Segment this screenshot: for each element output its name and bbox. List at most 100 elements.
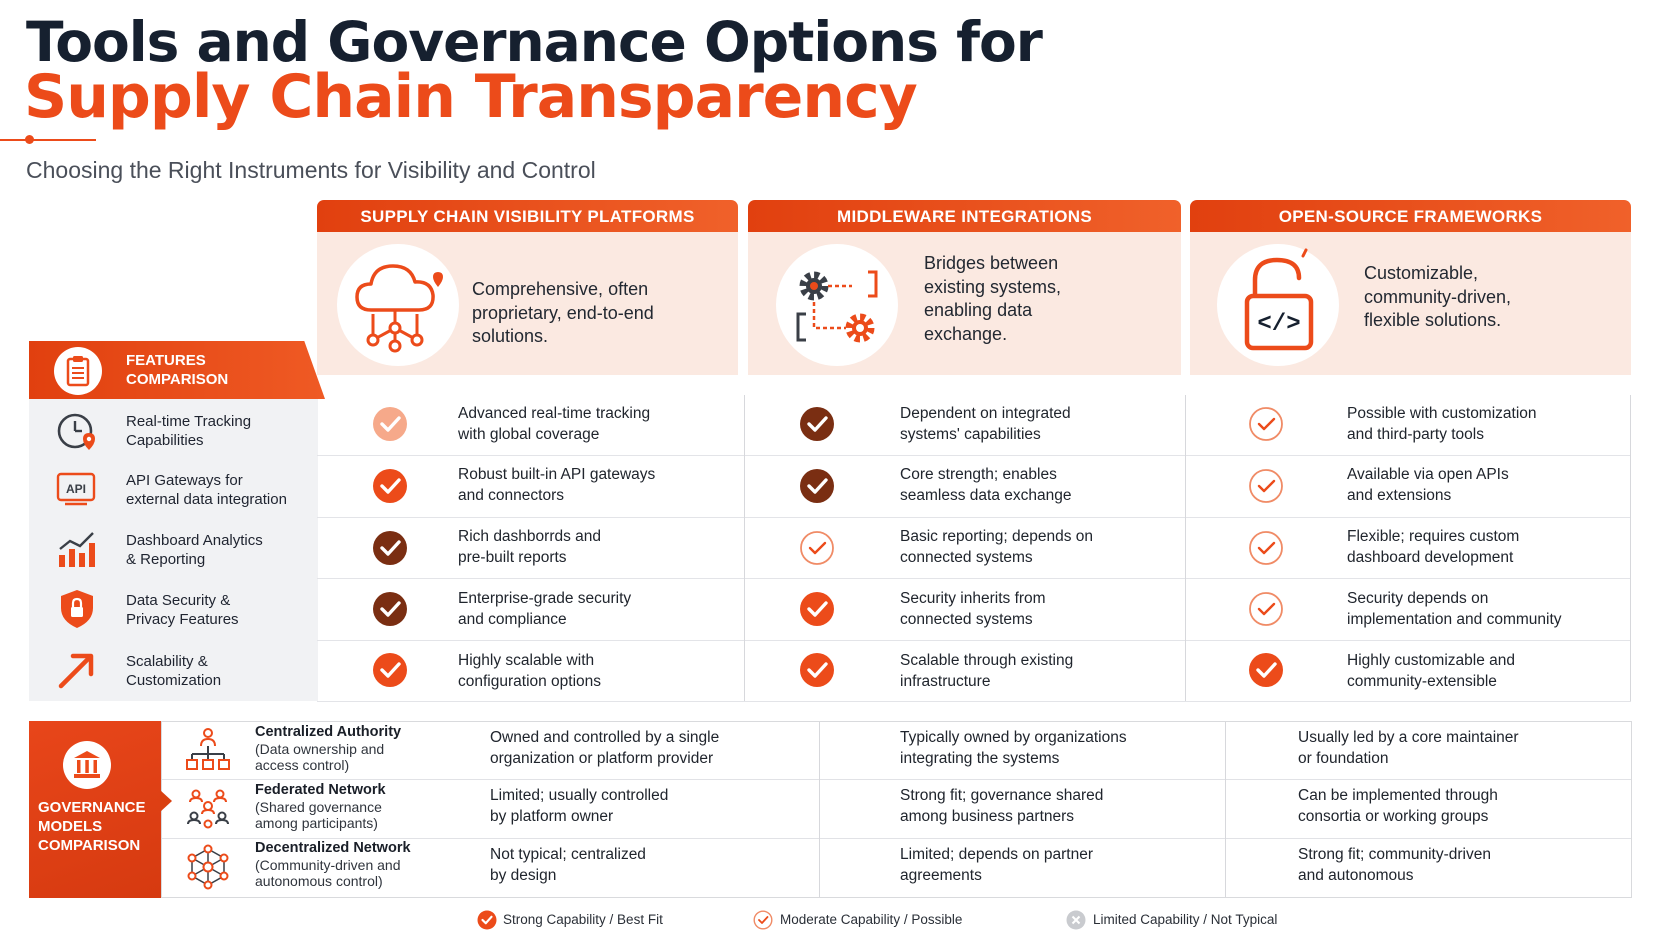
column-header-visibility-platforms: SUPPLY CHAIN VISIBILITY PLATFORMS xyxy=(317,200,738,232)
governance-comparison-label: GOVERNANCE MODELS COMPARISON xyxy=(38,799,146,854)
legend-limited-label: Limited Capability / Not Typical xyxy=(1093,912,1278,927)
federated-people-icon xyxy=(186,786,230,837)
governance-cell-text: Typically owned by organizations integrat… xyxy=(900,729,1127,767)
feature-cell-text: Security inherits from connected systems xyxy=(900,590,1046,628)
feature-label-security: Data Security & Privacy Features xyxy=(126,592,239,628)
column-intro-open-source: </> Customizable, community-driven, flexib… xyxy=(1190,232,1631,375)
legend-strong-label: Strong Capability / Best Fit xyxy=(503,912,663,927)
feature-cell-text: Possible with customization and third-par… xyxy=(1347,405,1537,443)
moderate-check-icon xyxy=(1249,469,1283,503)
feature-cell-text: Scalable through existing infrastructure xyxy=(900,652,1074,690)
feature-label-api: API Gateways for external data integratio… xyxy=(126,472,287,508)
mesh-network-icon xyxy=(186,844,230,895)
column-divider xyxy=(744,395,745,701)
feature-label-dashboard: Dashboard Analytics & Reporting xyxy=(126,532,263,568)
title-rule-dot xyxy=(25,135,34,144)
feature-cell-text: Flexible; requires custom dashboard devel… xyxy=(1347,528,1520,566)
column-header-open-source: OPEN-SOURCE FRAMEWORKS xyxy=(1190,200,1631,232)
title-line-2: Supply Chain Transparency xyxy=(24,62,918,132)
governance-cell-text: Usually led by a core maintainer or found… xyxy=(1298,729,1519,767)
column-divider xyxy=(1225,722,1226,897)
row-divider xyxy=(162,838,1631,839)
column-divider xyxy=(1630,395,1631,701)
feature-cell-text: Highly scalable with configuration option… xyxy=(458,652,602,690)
feature-cell-text: Basic reporting; depends on connected sys… xyxy=(900,528,1094,566)
moderate-check-icon xyxy=(1249,407,1283,441)
row-divider xyxy=(317,578,1631,579)
column-divider xyxy=(819,722,820,897)
governance-model-title: Decentralized Network xyxy=(255,840,411,856)
column-intro-text: Customizable, community-driven, flexible s… xyxy=(1364,263,1512,330)
governance-cell-text: Strong fit; governance shared among busin… xyxy=(900,787,1104,825)
column-intro-middleware: Bridges between existing systems, enabling… xyxy=(748,232,1181,375)
feature-labels-panel xyxy=(29,399,318,701)
column-divider xyxy=(1185,395,1186,701)
feature-cell-text: Advanced real-time tracking with global c… xyxy=(458,405,651,443)
api-gateway-icon: API xyxy=(55,468,99,517)
gears-connector-icon xyxy=(776,244,898,366)
moderate-check-icon xyxy=(1249,592,1283,626)
strong-check-icon xyxy=(373,531,407,565)
governance-model-title: Centralized Authority xyxy=(255,724,402,740)
limited-x-icon xyxy=(1066,910,1086,930)
governance-model-note: (Community-driven and autonomous control) xyxy=(255,857,401,889)
hierarchy-icon xyxy=(186,727,230,778)
row-divider xyxy=(317,640,1631,641)
strong-check-icon xyxy=(373,592,407,626)
clock-location-icon xyxy=(55,409,99,458)
column-intro-visibility-platforms: Comprehensive, often proprietary, end-to-… xyxy=(317,232,738,375)
svg-text:</>: </> xyxy=(1257,311,1300,338)
governance-cell-text: Limited; usually controlled by platform o… xyxy=(490,787,669,825)
governance-cell-text: Limited; depends on partner agreements xyxy=(900,846,1094,884)
governance-model-title: Federated Network xyxy=(255,782,386,798)
feature-cell-text: Highly customizable and community-extensi… xyxy=(1347,652,1516,690)
row-divider xyxy=(317,517,1631,518)
strong-check-icon xyxy=(477,910,497,930)
strong-check-icon xyxy=(800,407,834,441)
governance-model-note: (Shared governance among participants) xyxy=(255,799,382,831)
strong-check-icon xyxy=(373,407,407,441)
title-line-1: Tools and Governance Options for xyxy=(26,10,1043,74)
feature-cell-text: Enterprise-grade security and compliance xyxy=(458,590,632,628)
strong-check-icon xyxy=(800,592,834,626)
title-rule xyxy=(0,139,96,141)
governance-cell-text: Strong fit; community-driven and autonomo… xyxy=(1298,846,1491,884)
bar-chart-trend-icon xyxy=(55,527,99,576)
feature-label-realtime: Real-time Tracking Capabilities xyxy=(126,413,252,449)
unlocked-code-icon: </> xyxy=(1217,244,1339,366)
strong-check-icon xyxy=(373,653,407,687)
feature-cell-text: Dependent on integrated systems' capabili… xyxy=(900,405,1071,443)
legend-moderate-label: Moderate Capability / Possible xyxy=(780,912,963,927)
moderate-check-icon xyxy=(753,910,773,930)
clipboard-icon xyxy=(54,347,102,395)
feature-cell-text: Core strength; enables seamless data exch… xyxy=(900,466,1072,504)
arrow-up-right-icon xyxy=(55,648,99,697)
feature-label-scalability: Scalability & Customization xyxy=(126,653,222,689)
governance-table xyxy=(161,721,1632,898)
governance-cell-text: Can be implemented through consortia or w… xyxy=(1298,787,1498,825)
feature-cell-text: Robust built-in API gateways and connecto… xyxy=(458,466,656,504)
strong-check-icon xyxy=(373,469,407,503)
column-intro-text: Comprehensive, often proprietary, end-to-… xyxy=(472,279,654,346)
feature-cell-text: Security depends on implementation and co… xyxy=(1347,590,1562,628)
moderate-check-icon xyxy=(800,531,834,565)
governance-model-note: (Data ownership and access control) xyxy=(255,741,385,773)
strong-check-icon xyxy=(800,653,834,687)
governance-cell-text: Not typical; centralized by design xyxy=(490,846,646,884)
svg-text:API: API xyxy=(66,482,86,496)
feature-cell-text: Rich dashborrds and pre-built reports xyxy=(458,528,602,566)
column-intro-text: Bridges between existing systems, enabling… xyxy=(924,253,1062,344)
features-comparison-label: FEATURES COMPARISON xyxy=(126,352,229,388)
feature-cell-text: Available via open APIs and extensions xyxy=(1347,466,1509,504)
column-header-middleware: MIDDLEWARE INTEGRATIONS xyxy=(748,200,1181,232)
strong-check-icon xyxy=(800,469,834,503)
cloud-network-icon xyxy=(337,244,459,366)
bank-icon xyxy=(63,741,111,789)
strong-check-icon xyxy=(1249,653,1283,687)
governance-cell-text: Owned and controlled by a single organiza… xyxy=(490,729,720,767)
row-divider xyxy=(317,455,1631,456)
row-divider xyxy=(162,779,1631,780)
shield-lock-icon xyxy=(55,587,99,636)
row-divider xyxy=(317,701,1631,702)
subtitle: Choosing the Right Instruments for Visib… xyxy=(26,157,596,183)
